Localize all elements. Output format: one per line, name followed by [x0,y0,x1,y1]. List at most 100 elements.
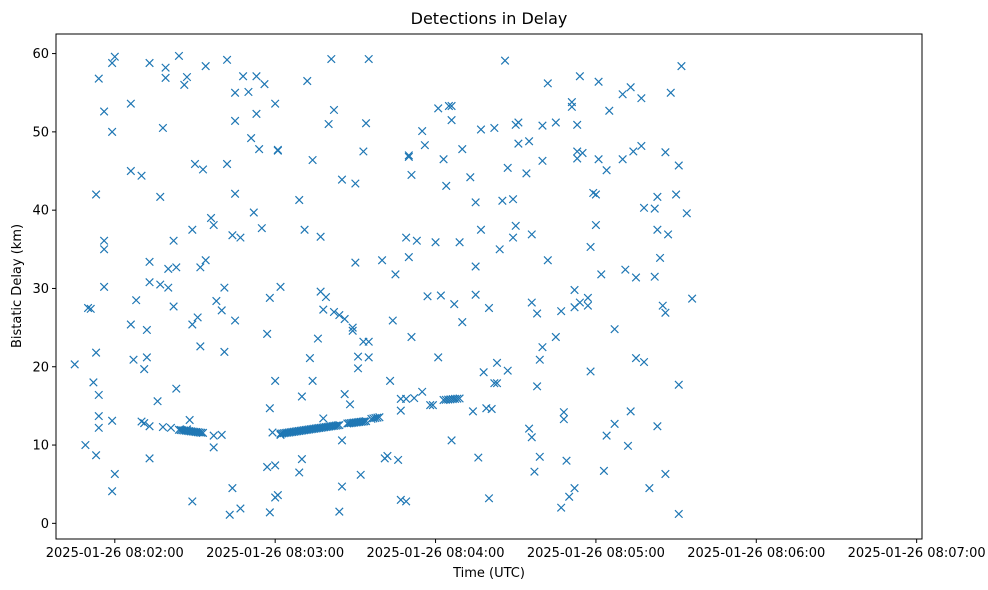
data-point-marker [172,263,181,272]
data-point-marker [228,230,237,240]
data-point-marker [447,101,456,111]
data-point-marker [626,407,635,416]
data-point-marker [308,376,317,386]
data-point-marker [364,337,373,346]
data-point-marker [492,378,502,388]
data-point-marker [455,394,464,403]
data-point-marker [270,376,280,386]
data-point-marker [99,236,109,245]
data-point-marker [319,414,328,423]
data-point-marker [407,332,416,342]
data-point-marker [91,348,101,357]
data-point-marker [447,115,456,125]
data-point-marker [599,466,609,476]
data-point-marker [661,469,670,479]
data-point-marker [404,151,414,160]
y-axis-label: Bistatic Delay (km) [10,224,25,348]
data-point-marker [420,140,430,150]
data-point-marker [340,314,349,324]
data-point-marker [602,431,611,440]
data-point-marker [661,308,670,317]
y-tick-label: 40 [32,204,49,219]
y-tick-label: 60 [32,47,49,62]
y-axis: 0 10 20 30 40 50 60 [32,47,56,532]
data-point-marker [107,416,117,425]
data-point-marker [295,195,304,205]
data-point-marker [196,263,205,272]
data-point-marker [492,358,502,368]
data-point-marker [442,181,451,191]
data-point-marker [86,304,95,314]
data-point-marker [575,298,585,307]
data-point-marker [262,462,272,472]
data-point-marker [631,353,641,363]
data-point-marker [324,119,333,129]
data-point-marker [484,303,494,313]
data-point-marker [335,310,344,320]
data-point-marker [474,453,483,462]
data-point-marker [351,179,360,188]
data-point-marker [535,355,545,364]
data-point-marker [514,118,523,127]
data-point-marker [453,394,462,403]
data-point-marker [466,173,475,182]
data-point-marker [639,203,649,213]
data-point-marker [217,430,226,440]
data-point-marker [137,171,146,180]
data-point-marker [391,270,400,279]
data-point-marker [583,301,593,310]
data-point-marker [193,313,202,322]
data-point-marker [182,72,192,82]
data-point-marker [578,148,587,158]
data-point-marker [190,159,200,169]
data-point-marker [401,394,411,404]
data-point-marker [262,329,272,339]
y-tick-label: 0 [41,517,49,532]
data-point-marker [300,225,309,234]
data-point-marker [139,418,149,428]
data-point-marker [637,141,646,151]
data-point-marker [559,414,569,424]
data-point-marker [425,400,435,410]
data-point-marker [586,242,595,252]
data-point-marker [209,443,218,452]
data-point-marker [107,487,117,496]
y-tick-label: 30 [32,282,49,297]
x-tick-label: 2025-01-26 08:07:00 [848,546,986,561]
data-point-marker [169,236,178,245]
data-point-marker [260,79,269,89]
data-point-marker [396,495,406,505]
data-point-marker [252,109,261,119]
plot-frame [55,33,923,540]
data-point-marker [91,451,101,460]
data-point-marker [129,355,138,364]
data-point-marker [498,196,507,205]
data-point-marker [158,422,168,432]
data-point-marker [359,147,368,156]
data-point-marker [169,302,178,311]
data-point-marker [220,283,229,292]
data-point-marker [527,230,536,239]
data-point-marker [388,316,398,325]
data-point-marker [361,119,371,128]
data-point-marker [158,123,168,133]
data-point-marker [94,390,103,400]
data-point-marker [164,283,173,292]
data-point-marker [303,76,312,86]
data-point-marker [265,404,275,413]
x-tick-label: 2025-01-26 08:06:00 [687,546,825,561]
data-point-marker [564,492,574,501]
data-point-marker [337,175,347,184]
data-point-marker [156,192,165,202]
data-point-marker [385,376,395,386]
data-point-marker [471,198,480,207]
data-point-marker [551,332,561,342]
data-point-marker [645,483,654,493]
data-point-marker [297,454,307,464]
data-point-marker [524,424,534,433]
data-point-marker [188,320,197,329]
data-point-marker [602,166,611,175]
data-point-marker [172,384,181,393]
data-point-marker [570,285,579,295]
data-point-marker [567,102,577,112]
